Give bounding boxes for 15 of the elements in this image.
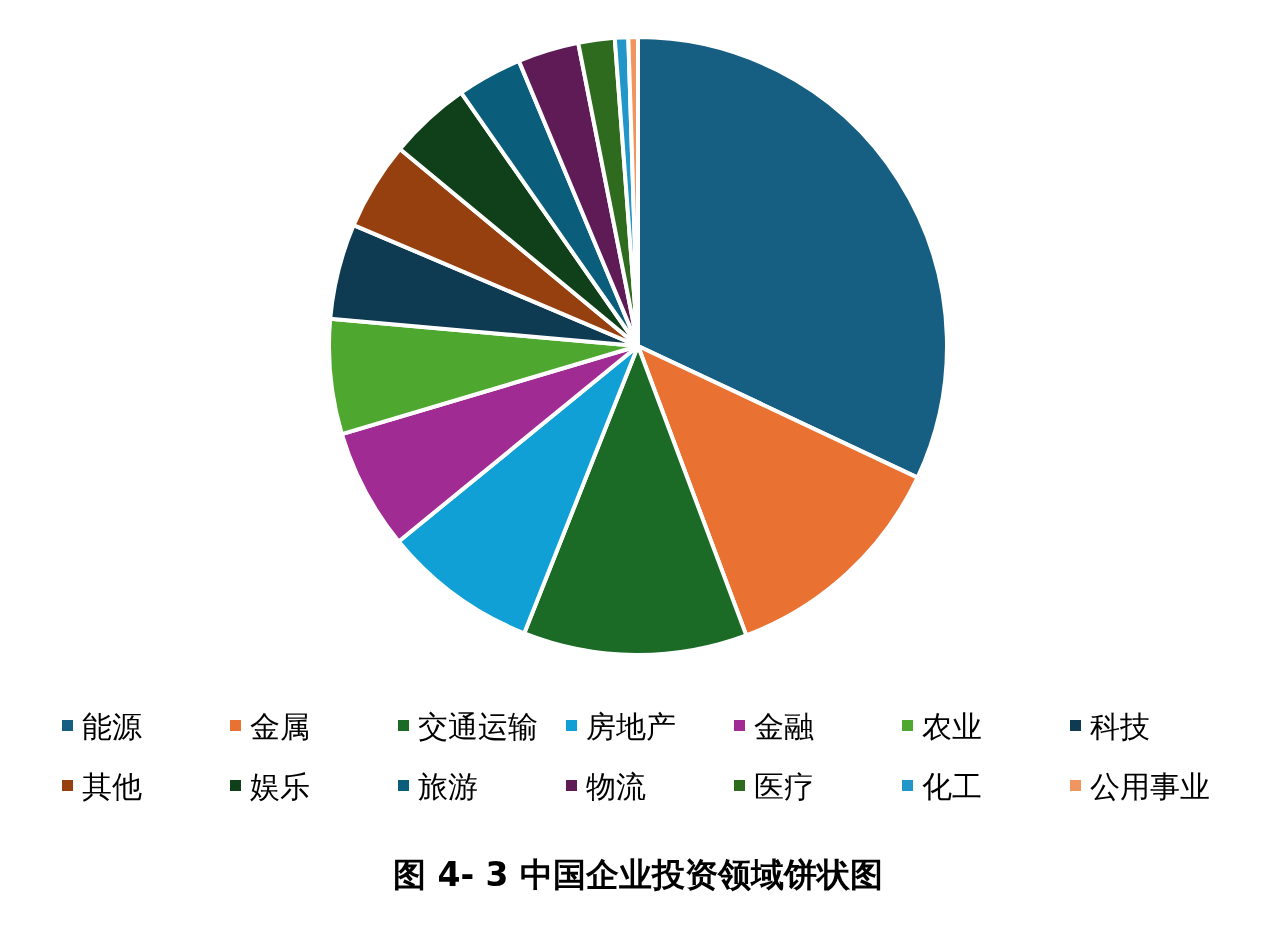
legend-label: 农业 bbox=[922, 708, 982, 744]
legend-label: 其他 bbox=[82, 768, 142, 804]
legend-label: 旅游 bbox=[418, 768, 478, 804]
legend-label: 物流 bbox=[586, 768, 646, 804]
legend-label: 医疗 bbox=[754, 768, 814, 804]
legend-label: 房地产 bbox=[586, 708, 676, 744]
legend-label: 科技 bbox=[1090, 708, 1150, 744]
legend-label: 化工 bbox=[922, 768, 982, 804]
legend-label: 交通运输 bbox=[418, 708, 538, 744]
legend-label: 金属 bbox=[250, 708, 310, 744]
legend-label: 能源 bbox=[82, 708, 142, 744]
legend-label: 公用事业 bbox=[1090, 768, 1210, 804]
text: 图 4- 3 中国企业投资领域饼状图 bbox=[392, 855, 884, 894]
legend-label: 娱乐 bbox=[250, 768, 310, 804]
legend-label: 金融 bbox=[754, 708, 814, 744]
